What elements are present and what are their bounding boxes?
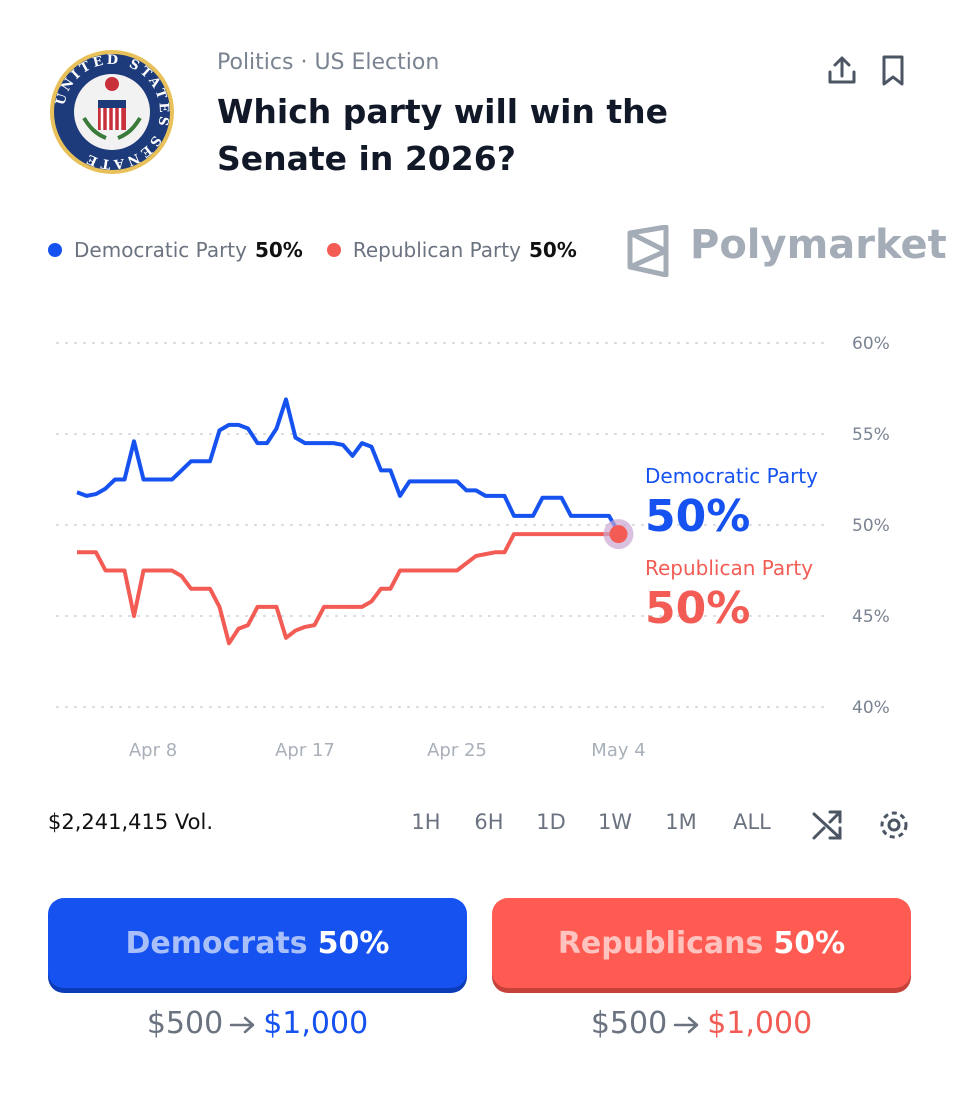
brand: Polymarket [690, 222, 947, 268]
y-tick-label: 55% [852, 425, 890, 445]
stake: $500 [590, 1006, 668, 1041]
timeframe-button[interactable]: 1D [536, 810, 566, 834]
annotation-name: Republican Party [645, 556, 813, 580]
arrow [229, 1016, 255, 1033]
x-tick-label: Apr 17 [275, 740, 335, 761]
payout: $1,000 [263, 1006, 369, 1041]
senate-seal: UNITED STATES SENATE [50, 50, 174, 174]
y-tick-label: 40% [852, 698, 890, 718]
legend-dot [326, 243, 341, 257]
arrow [673, 1016, 699, 1033]
market-title: Which party will win the Senate in 2026? [217, 92, 669, 178]
buy-button[interactable]: Republicans 50% [492, 898, 911, 988]
timeframe-button[interactable]: 1W [597, 810, 633, 834]
chart: 40% 45% 50% 55% 60% Apr 8 Apr 17 Apr 25 May 4 Dem… [56, 334, 890, 761]
timeframe-button[interactable]: ALL [733, 810, 771, 834]
annotation-name: Democratic Party [645, 464, 818, 488]
x-tick-label: Apr 25 [427, 740, 487, 761]
button-label: Republicans [557, 925, 764, 961]
brand-logo [627, 225, 669, 277]
button-price: 50% [773, 925, 846, 961]
series-line [76, 397, 621, 534]
payout-line: $500 $1,000 [48, 1006, 467, 1041]
settings-icon[interactable] [876, 807, 912, 843]
category: Politics · US Election [217, 50, 440, 75]
buy-button[interactable]: Democrats 50% [48, 898, 467, 988]
end-point [609, 525, 628, 544]
y-tick-label: 50% [852, 516, 890, 536]
compare-icon[interactable] [810, 808, 844, 842]
timeframe-button[interactable]: 1M [665, 810, 697, 834]
legend-dot [48, 243, 62, 257]
timeframe-button[interactable]: 1H [411, 810, 441, 834]
stake: $500 [146, 1006, 224, 1041]
annotation-value: 50% [645, 491, 750, 542]
annotation-value: 50% [645, 583, 750, 634]
y-tick-label: 60% [852, 334, 890, 354]
y-tick-label: 45% [852, 607, 890, 627]
bookmark-icon[interactable] [880, 54, 908, 86]
legend-value: 50% [528, 238, 577, 262]
legend-label: Democratic Party [74, 238, 247, 262]
button-price: 50% [317, 925, 390, 961]
button-label: Democrats [125, 925, 308, 961]
payout: $1,000 [707, 1006, 813, 1041]
payout-line: $500 $1,000 [492, 1006, 911, 1041]
timeframe-button[interactable]: 6H [474, 810, 504, 834]
volume: $2,241,415 Vol. [48, 810, 214, 834]
legend: Democratic Party 50% Republican Party 50% [48, 238, 601, 262]
x-tick-label: May 4 [591, 740, 645, 761]
legend-value: 50% [254, 238, 303, 262]
legend-label: Republican Party [352, 238, 521, 262]
x-tick-label: Apr 8 [129, 740, 177, 761]
share-icon[interactable] [826, 54, 858, 86]
series-line [77, 532, 619, 646]
